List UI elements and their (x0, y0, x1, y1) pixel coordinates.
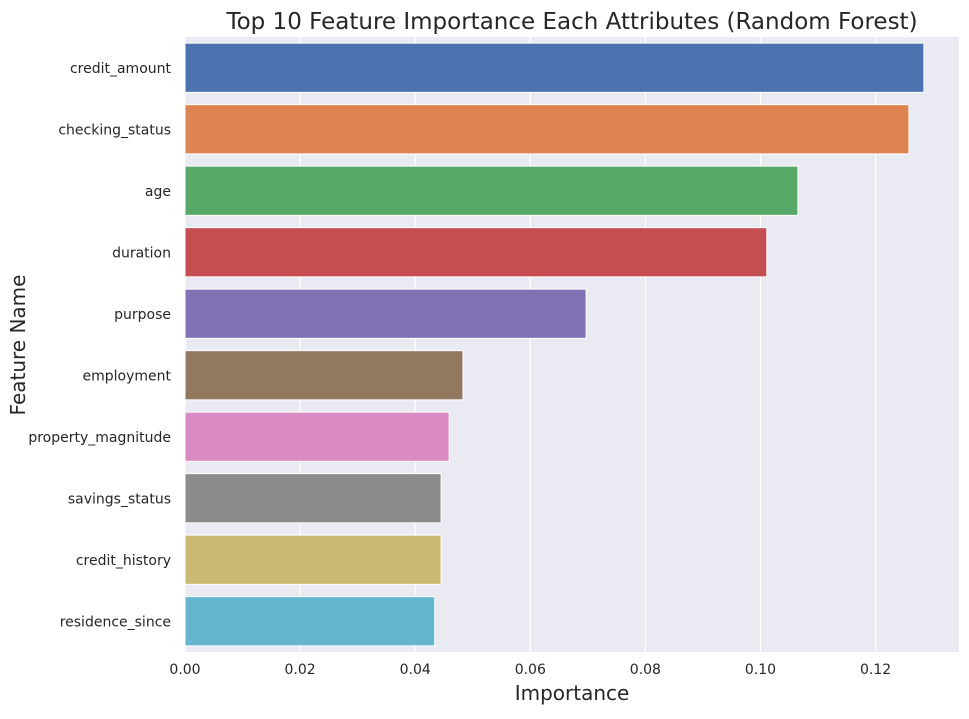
bar-purpose (184, 288, 587, 339)
bar-property-magnitude (184, 411, 450, 462)
x-tick-label: 0.02 (285, 662, 316, 678)
y-tick-label: credit_amount (70, 61, 172, 77)
bar-credit-history (184, 534, 442, 585)
bar-employment (184, 350, 464, 401)
y-tick-label: purpose (114, 307, 171, 323)
y-tick-label: savings_status (68, 491, 171, 507)
bar-residence-since (184, 596, 436, 647)
y-tick-label: checking_status (58, 122, 171, 138)
x-tick-label: 0.04 (400, 662, 431, 678)
y-axis-label: Feature Name (6, 275, 30, 416)
y-tick-label: duration (112, 245, 171, 261)
y-tick-label: property_magnitude (28, 430, 171, 446)
chart-title: Top 10 Feature Importance Each Attribute… (225, 9, 917, 35)
bars (184, 42, 925, 647)
bar-checking-status (184, 104, 910, 155)
y-tick-label: credit_history (76, 553, 171, 569)
y-tick-label: residence_since (60, 614, 171, 630)
y-tick-label: employment (83, 368, 172, 384)
bar-credit-amount (184, 42, 925, 93)
x-tick-label: 0.06 (515, 662, 546, 678)
x-tick-label: 0.00 (169, 662, 200, 678)
bar-age (184, 165, 799, 216)
x-tick-labels: 0.00 0.02 0.04 0.06 0.08 0.10 0.12 (169, 662, 891, 678)
bar-duration (184, 227, 768, 278)
x-axis-label: Importance (515, 681, 630, 705)
x-tick-label: 0.08 (630, 662, 661, 678)
x-tick-label: 0.12 (860, 662, 891, 678)
x-tick-label: 0.10 (745, 662, 776, 678)
bar-savings-status (184, 473, 442, 524)
y-tick-label: age (145, 184, 171, 200)
